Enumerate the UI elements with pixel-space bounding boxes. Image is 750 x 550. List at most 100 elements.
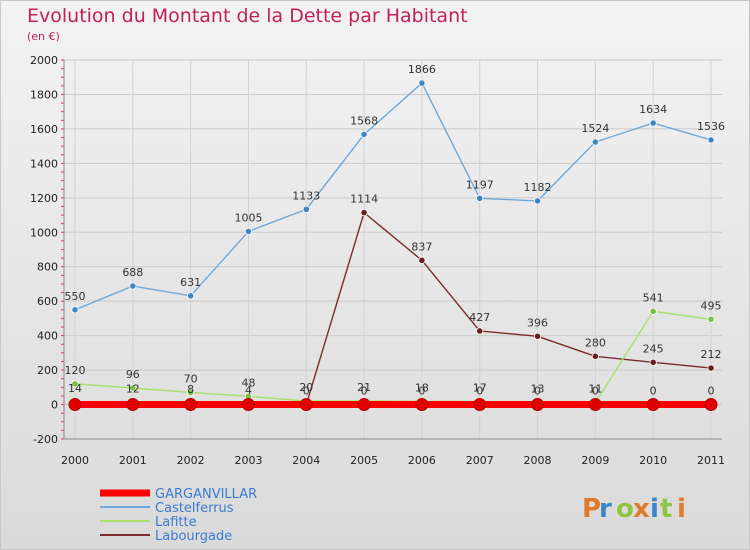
data-label: 495 [701, 299, 722, 312]
x-tick-label: 2011 [697, 454, 725, 467]
data-point [649, 307, 657, 315]
data-point [241, 398, 255, 412]
data-label: 0 [534, 385, 541, 398]
data-point [71, 306, 79, 314]
data-label: 550 [65, 290, 86, 303]
legend: GARGANVILLARCastelferrusLafitteLabourgad… [100, 487, 257, 544]
data-point [588, 398, 602, 412]
data-point [591, 352, 599, 360]
data-label: 688 [122, 266, 143, 279]
data-point [649, 358, 657, 366]
data-label: 1634 [639, 103, 667, 116]
data-label: 0 [476, 385, 483, 398]
data-point [68, 398, 82, 412]
x-tick-label: 2003 [234, 454, 262, 467]
data-point [418, 79, 426, 87]
data-label: 1197 [466, 178, 494, 191]
data-label: 48 [241, 376, 255, 389]
y-tick-label: 1000 [30, 226, 58, 239]
data-point [187, 292, 195, 300]
logo-letter: t [660, 494, 673, 524]
grid [64, 59, 722, 440]
x-tick-label: 2007 [466, 454, 494, 467]
series-line [74, 82, 712, 311]
data-label: 1568 [350, 114, 378, 127]
logo-letter: i [650, 494, 660, 524]
x-tick-label: 2000 [61, 454, 89, 467]
data-label: 96 [126, 368, 140, 381]
data-point [184, 398, 198, 412]
data-point [299, 398, 313, 412]
y-tick-label: 2000 [30, 54, 58, 67]
data-point [302, 205, 310, 213]
data-point [649, 119, 657, 127]
data-label: 18 [415, 381, 429, 394]
chart-title: Evolution du Montant de la Dette par Hab… [27, 5, 468, 27]
data-point [129, 282, 137, 290]
series [68, 79, 718, 412]
data-point [646, 398, 660, 412]
x-tick-label: 2005 [350, 454, 378, 467]
y-tick-label: 800 [37, 261, 58, 274]
data-label: 631 [180, 276, 201, 289]
axes: -200020040060080010001200140016001800200… [30, 54, 725, 467]
data-point [707, 364, 715, 372]
data-label: 0 [650, 385, 657, 398]
data-point [704, 398, 718, 412]
x-tick-label: 2009 [581, 454, 609, 467]
data-label: 17 [473, 382, 487, 395]
logo-letter: P [582, 494, 602, 524]
y-tick-label: 1200 [30, 192, 58, 205]
data-point [707, 136, 715, 144]
data-point [476, 327, 484, 335]
data-label: 120 [65, 364, 86, 377]
x-tick-label: 2006 [408, 454, 436, 467]
data-label: 0 [303, 385, 310, 398]
data-label: 1182 [524, 181, 552, 194]
data-point [71, 380, 79, 388]
data-label: 11 [588, 383, 602, 396]
data-label: 1536 [697, 120, 725, 133]
data-point [531, 398, 545, 412]
data-point [357, 398, 371, 412]
data-label: 0 [418, 385, 425, 398]
logo-letter: r [599, 494, 613, 524]
data-label: 280 [585, 336, 606, 349]
legend-label: Lafitte [155, 515, 197, 530]
data-label: 14 [68, 382, 82, 395]
data-point [129, 384, 137, 392]
data-label: 0 [708, 385, 715, 398]
data-labels: 550 688 631 1005 1133 1568 1866 1197 1182 1524 163… [65, 63, 726, 397]
data-point [415, 398, 429, 412]
chart-subtitle: (en €) [27, 30, 60, 43]
data-label: 541 [643, 291, 664, 304]
data-label: 4 [245, 384, 252, 397]
legend-label: Castelferrus [155, 501, 234, 516]
logo-letter: o [616, 494, 635, 524]
logo-letter: i [677, 494, 687, 524]
x-tick-label: 2008 [524, 454, 552, 467]
y-tick-label: -200 [33, 433, 58, 446]
y-tick-label: 1600 [30, 123, 58, 136]
data-point [244, 227, 253, 236]
data-point [360, 209, 368, 217]
data-label: 212 [701, 348, 722, 361]
data-label: 12 [126, 382, 140, 395]
data-point [707, 315, 715, 323]
data-label: 396 [527, 316, 548, 329]
data-point [476, 194, 484, 202]
y-tick-label: 0 [51, 399, 58, 412]
data-point [473, 398, 487, 412]
logo-letter: x [633, 494, 651, 524]
x-tick-label: 2010 [639, 454, 667, 467]
data-point [187, 388, 195, 397]
data-label: 427 [469, 311, 490, 324]
series-line [74, 310, 712, 404]
data-label: 20 [299, 381, 313, 394]
data-point [533, 197, 542, 205]
data-label: 1524 [581, 122, 609, 135]
data-label: 0 [592, 385, 599, 398]
x-tick-label: 2001 [119, 454, 147, 467]
